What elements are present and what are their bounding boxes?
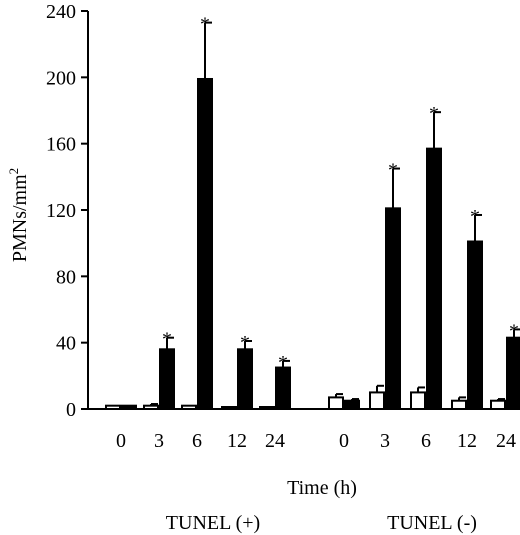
x-tick-label: 12 [227, 430, 247, 452]
bar-open [451, 399, 467, 411]
x-tick-label: 12 [457, 430, 477, 452]
group-label-tunel-positive: TUNEL (+) [166, 512, 260, 534]
y-tick-label: 40 [56, 333, 76, 355]
y-tick-label: 160 [46, 134, 76, 156]
x-axis-ticks: 0 3 6 12 24 0 3 6 12 24 [116, 430, 516, 452]
significance-marker: * [388, 160, 398, 182]
significance-marker: * [509, 320, 519, 342]
x-axis-title: Time (h) [287, 477, 357, 499]
x-tick-label: 24 [496, 430, 516, 452]
y-axis-ticks: 0 40 80 120 160 200 240 [46, 1, 88, 421]
bar-filled [197, 77, 213, 410]
x-tick-label: 3 [154, 430, 164, 452]
y-tick-label: 200 [46, 67, 76, 89]
bar-filled [385, 207, 401, 410]
bar-filled [426, 147, 442, 410]
x-tick-label: 6 [421, 430, 431, 452]
x-tick-label: 0 [116, 430, 126, 452]
significance-marker: * [470, 206, 480, 228]
y-tick-label: 80 [56, 266, 76, 288]
y-tick-label: 240 [46, 1, 76, 23]
x-tick-label: 0 [339, 430, 349, 452]
group-label-tunel-negative: TUNEL (-) [387, 512, 477, 534]
bar-open [328, 396, 344, 410]
y-axis-title: PMNs/mm2 [6, 168, 31, 262]
bar-filled [506, 336, 520, 411]
significance-marker: * [278, 352, 288, 374]
y-tick-label: 0 [66, 399, 76, 421]
bar-open [369, 391, 385, 410]
significance-marker: * [429, 103, 439, 125]
x-tick-label: 3 [380, 430, 390, 452]
x-tick-label: 6 [192, 430, 202, 452]
bar-open [490, 399, 506, 411]
bar-filled [344, 399, 360, 411]
bars-layer: * * * * * * * * [105, 14, 520, 411]
significance-marker: * [240, 332, 250, 354]
x-tick-label: 24 [265, 430, 285, 452]
bar-filled [237, 348, 253, 410]
significance-marker: * [200, 14, 210, 36]
significance-marker: * [162, 329, 172, 351]
axes [87, 11, 516, 410]
bar-open [410, 391, 426, 410]
y-tick-label: 120 [46, 200, 76, 222]
bar-filled [159, 348, 175, 410]
bar-filled [467, 240, 483, 410]
